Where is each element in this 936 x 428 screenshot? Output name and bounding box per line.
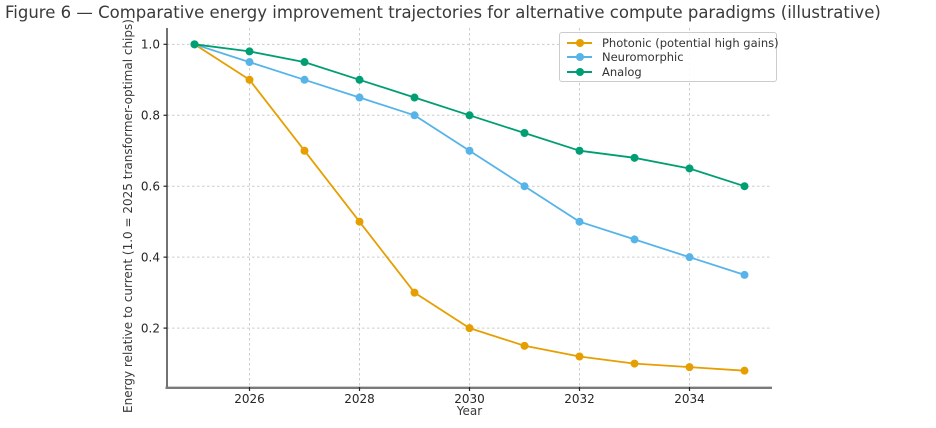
x-tick-label: 2032 bbox=[564, 392, 595, 406]
data-point-photonic bbox=[300, 146, 309, 155]
data-point-analog bbox=[245, 47, 254, 56]
x-tick-label: 2028 bbox=[344, 392, 375, 406]
x-tick-label: 2034 bbox=[674, 392, 705, 406]
legend: Photonic (potential high gains) Neuromorp… bbox=[559, 32, 779, 82]
data-point-neuromorphic bbox=[685, 253, 694, 262]
legend-label-photonic: Photonic (potential high gains) bbox=[602, 36, 779, 51]
data-point-analog bbox=[410, 93, 419, 102]
data-point-analog bbox=[465, 111, 474, 120]
y-tick-label: 0.4 bbox=[141, 250, 160, 264]
data-point-photonic bbox=[685, 363, 694, 372]
data-point-analog bbox=[520, 129, 529, 138]
data-point-photonic bbox=[740, 366, 749, 375]
data-point-photonic bbox=[575, 352, 584, 361]
y-axis-label: Energy relative to current (1.0 = 2025 t… bbox=[121, 19, 135, 413]
data-point-neuromorphic bbox=[410, 111, 419, 120]
data-point-photonic bbox=[630, 359, 639, 368]
data-point-photonic bbox=[465, 324, 474, 333]
legend-item-neuromorphic: Neuromorphic bbox=[567, 50, 770, 64]
data-point-photonic bbox=[245, 75, 254, 84]
data-point-neuromorphic bbox=[575, 217, 584, 226]
data-point-photonic bbox=[520, 341, 529, 350]
y-tick-label: 1.0 bbox=[141, 38, 160, 52]
data-point-analog bbox=[300, 58, 309, 67]
data-point-analog bbox=[355, 75, 364, 84]
legend-marker-photonic-icon bbox=[567, 39, 592, 48]
legend-item-photonic: Photonic (potential high gains) bbox=[567, 36, 779, 50]
data-point-neuromorphic bbox=[245, 58, 254, 67]
data-point-analog bbox=[630, 153, 639, 162]
data-point-neuromorphic bbox=[740, 270, 749, 279]
legend-marker-neuromorphic-icon bbox=[567, 53, 592, 62]
x-tick-label: 2030 bbox=[454, 392, 485, 406]
data-point-neuromorphic bbox=[465, 146, 474, 155]
data-point-analog bbox=[575, 146, 584, 155]
data-point-photonic bbox=[410, 288, 419, 297]
x-axis-label: Year bbox=[456, 404, 482, 418]
y-tick-label: 0.2 bbox=[141, 321, 160, 335]
y-tick-label: 0.8 bbox=[141, 108, 160, 122]
y-tick-label: 0.6 bbox=[141, 179, 160, 193]
data-point-analog bbox=[190, 40, 199, 49]
data-point-neuromorphic bbox=[520, 182, 529, 191]
legend-label-analog: Analog bbox=[602, 64, 642, 79]
data-point-analog bbox=[685, 164, 694, 173]
data-point-neuromorphic bbox=[630, 235, 639, 244]
x-tick-label: 2026 bbox=[234, 392, 265, 406]
legend-label-neuromorphic: Neuromorphic bbox=[602, 50, 684, 65]
legend-item-analog: Analog bbox=[567, 65, 770, 79]
figure-title: Figure 6 — Comparative energy improvemen… bbox=[5, 3, 881, 22]
legend-marker-analog-icon bbox=[567, 67, 592, 76]
data-point-analog bbox=[740, 182, 749, 191]
data-point-photonic bbox=[355, 217, 364, 226]
data-point-neuromorphic bbox=[355, 93, 364, 102]
data-point-neuromorphic bbox=[300, 75, 309, 84]
